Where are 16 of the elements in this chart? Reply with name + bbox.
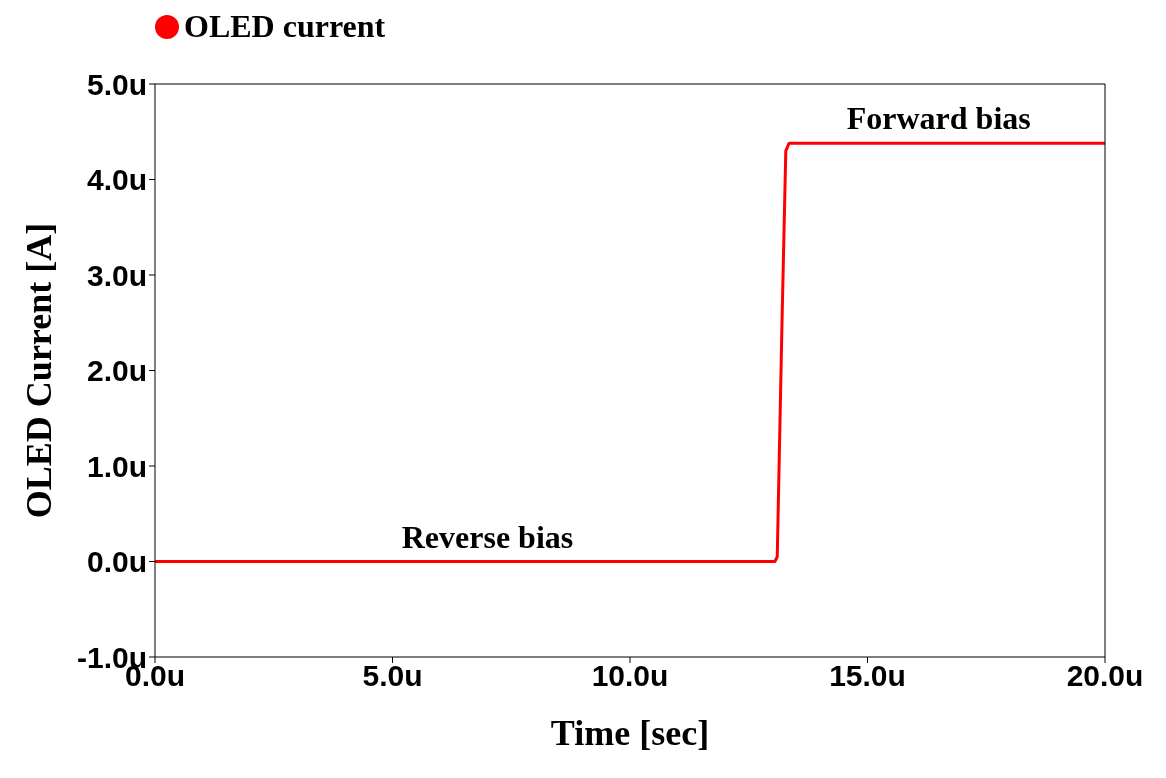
y-tick-label: 5.0u (86, 67, 147, 101)
y-tick-label: 0.0u (86, 545, 147, 579)
annotation: Forward bias (846, 100, 1031, 137)
x-tick-label: 10.0u (591, 659, 669, 693)
legend-label: OLED current (184, 8, 386, 45)
x-axis-title: Time [sec] (550, 713, 710, 753)
y-tick-label: 3.0u (86, 258, 147, 292)
annotation: Reverse bias (401, 518, 574, 555)
y-axis-title: OLED Current [A] (18, 222, 59, 519)
x-tick-label: 15.0u (829, 659, 906, 693)
x-tick-label: 5.0u (362, 659, 423, 693)
y-tick-label: 1.0u (86, 449, 147, 483)
x-tick-label: 20.0u (1066, 659, 1144, 693)
y-tick-label: 4.0u (86, 163, 147, 197)
y-tick-label: 2.0u (86, 354, 147, 388)
line-series (155, 141, 1105, 563)
